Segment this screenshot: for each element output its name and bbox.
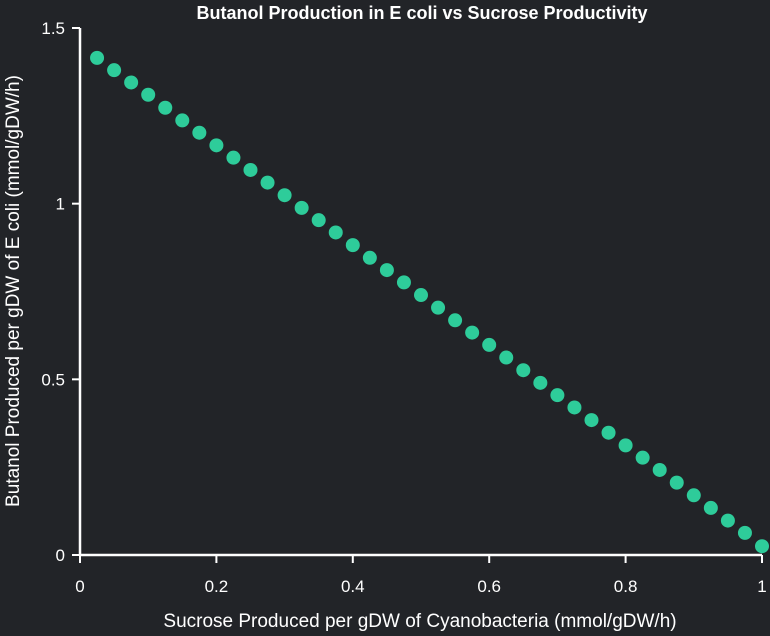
data-point	[669, 475, 684, 490]
data-point	[601, 425, 616, 440]
x-axis-label: Sucrose Produced per gDW of Cyanobacteri…	[163, 611, 676, 632]
data-point	[652, 462, 667, 477]
x-tick-label: 0.4	[341, 577, 365, 596]
data-point	[294, 200, 309, 215]
data-point	[141, 87, 156, 102]
data-point	[755, 539, 769, 554]
data-point	[431, 300, 446, 315]
y-tick-label: 0	[56, 546, 65, 565]
data-point	[516, 363, 531, 378]
data-point	[345, 238, 360, 253]
y-tick-label: 1	[56, 195, 65, 214]
x-tick-label: 0.8	[614, 577, 638, 596]
data-point	[550, 388, 565, 403]
chart-title: Butanol Production in E coli vs Sucrose …	[196, 3, 647, 23]
data-point	[567, 400, 582, 415]
data-point	[737, 525, 752, 540]
data-point	[618, 438, 633, 453]
data-point	[584, 413, 599, 428]
axes	[78, 28, 762, 557]
data-point	[192, 125, 207, 140]
x-tick-label: 0	[75, 577, 84, 596]
data-point	[124, 75, 139, 90]
data-point	[243, 162, 258, 177]
data-point	[533, 375, 548, 390]
data-point	[482, 337, 497, 352]
data-point	[209, 138, 224, 153]
data-point	[396, 275, 411, 290]
data-point	[175, 113, 190, 128]
y-axis-label: Butanol Produced per gDW of E coli (mmol…	[3, 75, 24, 507]
data-point	[686, 488, 701, 503]
y-tick-label: 0.5	[41, 370, 65, 389]
y-tick-label: 1.5	[41, 19, 65, 38]
x-tick-label: 1	[757, 577, 766, 596]
data-point	[703, 500, 718, 515]
data-point	[311, 213, 326, 228]
data-point	[448, 313, 463, 328]
data-point	[499, 350, 514, 365]
data-point	[328, 225, 343, 240]
data-point	[720, 513, 735, 528]
data-point	[362, 250, 377, 265]
data-point	[414, 288, 428, 303]
data-point	[277, 188, 292, 203]
data-point	[226, 150, 241, 165]
data-point	[635, 450, 650, 465]
y-ticks: 0 0.5 1 1.5	[41, 19, 80, 565]
data-point	[158, 100, 173, 115]
x-tick-label: 0.6	[477, 577, 501, 596]
data-point	[465, 325, 480, 340]
data-points	[90, 50, 769, 554]
x-tick-label: 0.2	[205, 577, 229, 596]
x-ticks: 0 0.2 0.4 0.6 0.8 1	[75, 555, 767, 596]
data-point	[260, 175, 275, 190]
data-point	[90, 50, 105, 65]
data-point	[107, 63, 122, 78]
data-point	[379, 263, 394, 278]
